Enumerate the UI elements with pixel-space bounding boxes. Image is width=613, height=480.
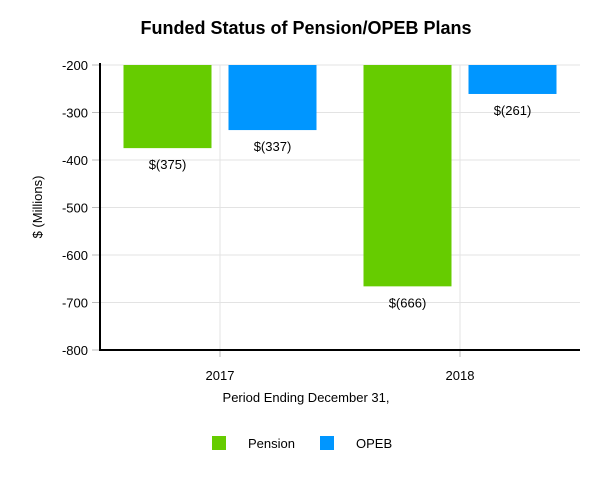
data-label: $(261) — [494, 103, 532, 118]
y-tick-label: -300 — [62, 106, 88, 121]
legend-swatch-opeb — [320, 436, 334, 450]
data-label: $(337) — [254, 139, 292, 154]
legend-swatch-pension — [212, 436, 226, 450]
chart-title: Funded Status of Pension/OPEB Plans — [140, 18, 471, 38]
bar-opeb-2017 — [228, 65, 317, 131]
legend-label-pension: Pension — [248, 436, 295, 451]
x-axis-label: Period Ending December 31, — [223, 390, 390, 405]
bar-opeb-2018 — [468, 65, 557, 94]
y-tick-label: -700 — [62, 296, 88, 311]
legend-label-opeb: OPEB — [356, 436, 392, 451]
x-tick-label: 2018 — [446, 368, 475, 383]
y-tick-label: -400 — [62, 153, 88, 168]
y-tick-label: -800 — [62, 343, 88, 358]
bar-pension-2018 — [363, 65, 452, 287]
y-tick-label: -600 — [62, 248, 88, 263]
y-tick-label: -500 — [62, 201, 88, 216]
y-axis-label: $ (Millions) — [30, 176, 45, 239]
x-tick-label: 2017 — [206, 368, 235, 383]
data-label: $(375) — [149, 157, 187, 172]
bar-pension-2017 — [123, 65, 212, 149]
data-label: $(666) — [389, 295, 427, 310]
y-tick-label: -200 — [62, 58, 88, 73]
